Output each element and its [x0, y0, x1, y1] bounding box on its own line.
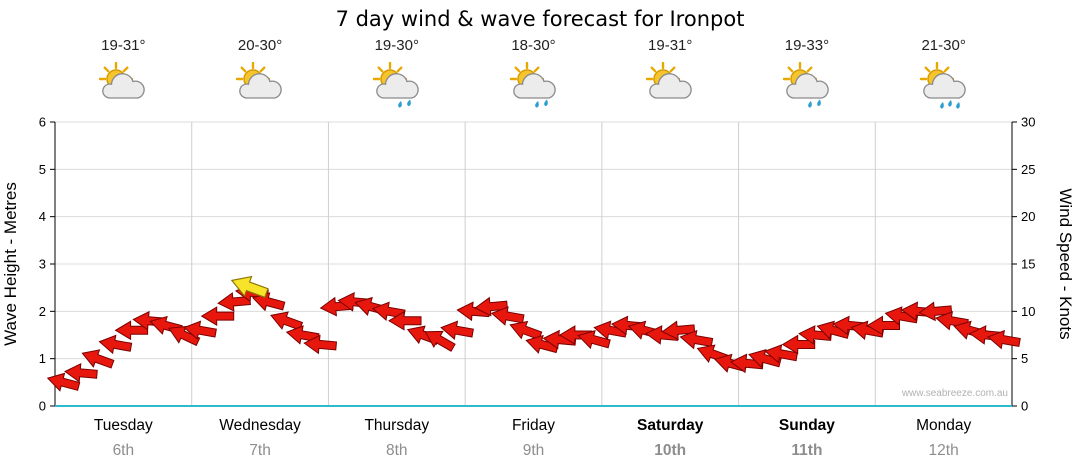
cloud [649, 73, 692, 99]
sun-cloud-rain-icon [507, 61, 561, 116]
right-tick-label: 0 [1021, 399, 1028, 414]
cloud [239, 73, 282, 99]
wind-arrow [98, 334, 133, 355]
left-tick-label: 5 [39, 162, 46, 177]
day-temperature: 19-33° [784, 37, 830, 54]
left-tick-label: 2 [39, 304, 46, 319]
watermark: www.seabreeze.com.au [901, 388, 1008, 399]
sun-cloud-rain-icon [780, 61, 834, 116]
wind-arrow [509, 320, 543, 341]
wind-arrow [303, 334, 338, 355]
raindrop [397, 101, 402, 108]
wind-arrow [46, 372, 81, 392]
right-axis-title: Wind Speed - Knots [1056, 188, 1075, 339]
cloud [922, 73, 966, 99]
raindrop [939, 102, 944, 109]
day-temperature: 19-30° [374, 37, 419, 54]
day-name-label: Sunday [779, 417, 835, 434]
wind-arrow [424, 330, 456, 352]
wind-arrow [285, 325, 320, 345]
wind-arrow [490, 306, 525, 326]
wind-arrow [987, 329, 1021, 350]
day-date-label: 9th [523, 442, 545, 459]
day-temperature: 18-30° [511, 37, 556, 54]
wind-arrow [474, 296, 508, 317]
day-name-label: Tuesday [94, 417, 153, 434]
day-temperature: 19-31° [648, 37, 693, 54]
raindrop [947, 100, 952, 107]
wind-arrow [200, 306, 235, 326]
left-tick-label: 0 [39, 399, 46, 414]
cloud [375, 73, 419, 99]
day-name-label: Friday [512, 417, 555, 434]
wind-arrow [388, 310, 422, 331]
day-date-label: 7th [249, 442, 271, 459]
sun-cloud-rain-heavy-icon [917, 61, 971, 116]
left-tick-label: 1 [39, 351, 46, 366]
day-date-label: 6th [113, 442, 135, 459]
raindrop [534, 101, 539, 108]
wind-arrow [679, 329, 714, 350]
raindrop [808, 101, 812, 108]
left-tick-label: 4 [39, 209, 46, 224]
day-date-label: 8th [386, 442, 408, 459]
raindrop [817, 99, 821, 107]
day-temperature: 20-30° [237, 37, 283, 54]
left-tick-label: 3 [39, 257, 46, 272]
right-tick-label: 25 [1021, 162, 1035, 177]
right-tick-label: 15 [1021, 257, 1035, 272]
day-date-label: 10th [654, 442, 686, 459]
wind-arrow [918, 301, 953, 322]
cloud [512, 73, 556, 99]
day-name-label: Monday [916, 417, 971, 434]
page-title: 7 day wind & wave forecast for Ironpot [335, 7, 745, 31]
cloud [102, 73, 146, 99]
raindrop [406, 99, 411, 107]
day-name-label: Thursday [364, 417, 429, 434]
wind-arrow [81, 349, 115, 369]
raindrop [543, 99, 548, 107]
wind-arrow [183, 320, 217, 340]
sun-cloud-icon [233, 61, 287, 116]
cloud [786, 73, 829, 99]
right-tick-label: 5 [1021, 351, 1028, 366]
wind-arrow [270, 311, 304, 331]
day-date-label: 11th [791, 442, 822, 459]
wind-arrow [661, 320, 696, 341]
day-temperature: 21-30° [921, 37, 966, 54]
day-temperature: 19-31° [101, 37, 146, 54]
day-date-label: 12th [929, 442, 959, 459]
sun-cloud-rain-icon [370, 61, 424, 116]
wind-arrow [440, 320, 474, 340]
right-tick-label: 30 [1021, 115, 1035, 130]
wind-arrow [558, 325, 593, 345]
day-name-label: Saturday [637, 417, 704, 434]
raindrop [955, 102, 960, 109]
left-axis-title: Wave Height - Metres [1, 182, 20, 346]
right-tick-label: 20 [1021, 209, 1035, 224]
day-name-label: Wednesday [219, 417, 301, 434]
left-tick-label: 6 [39, 115, 46, 130]
wind-arrow [64, 363, 98, 383]
sun-cloud-icon [96, 61, 150, 116]
right-tick-label: 10 [1021, 304, 1035, 319]
sun-cloud-icon [643, 61, 697, 116]
storm-marker-arrow [230, 275, 269, 299]
